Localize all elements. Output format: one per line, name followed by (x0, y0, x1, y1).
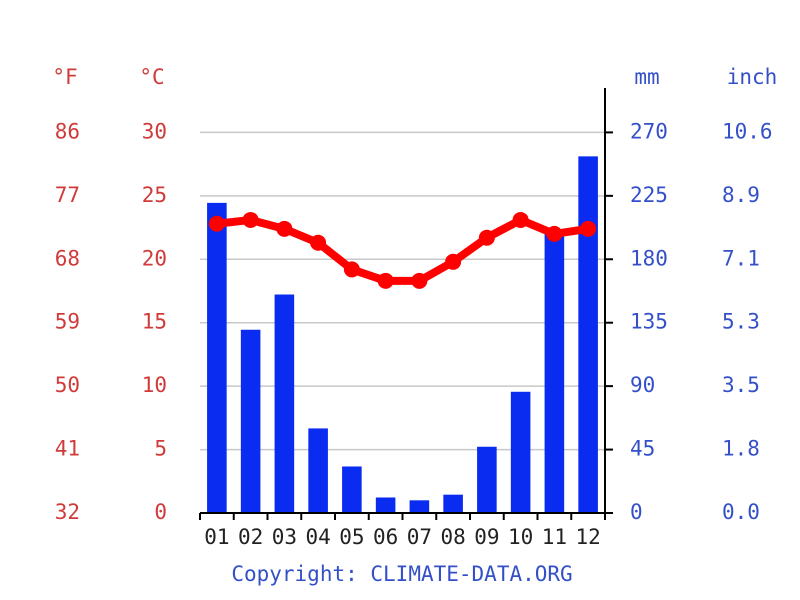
x-tick-label: 06 (373, 525, 398, 549)
y2-tick-label: 270 (630, 119, 668, 143)
line-point (377, 272, 394, 289)
x-tick-label: 10 (508, 525, 533, 549)
y2-alt-tick-label: 5.3 (722, 310, 760, 334)
y-tick-label: 10 (142, 373, 167, 397)
y-unit-alt: °F (52, 65, 77, 89)
y2-unit: mm (634, 65, 659, 89)
y-alt-tick-label: 59 (55, 310, 80, 334)
line-point (242, 211, 259, 228)
line-point (276, 220, 293, 237)
bar (409, 500, 430, 513)
line-point (343, 261, 360, 278)
x-tick-label: 05 (339, 525, 364, 549)
y2-alt-tick-label: 7.1 (722, 246, 760, 270)
line-point (580, 220, 597, 237)
y2-tick-label: 0 (630, 500, 643, 524)
y2-alt-tick-label: 10.6 (722, 119, 773, 143)
bar (240, 329, 261, 513)
x-tick-label: 12 (575, 525, 600, 549)
line (216, 215, 589, 285)
y2-alt-tick-label: 3.5 (722, 373, 760, 397)
x-tick-label: 03 (272, 525, 297, 549)
y-alt-tick-label: 50 (55, 373, 80, 397)
y2-tick-label: 45 (630, 437, 655, 461)
bar (443, 494, 463, 513)
bar (578, 156, 598, 513)
y2-unit-alt: inch (727, 65, 778, 89)
line-point (546, 225, 563, 242)
y2-tick-label: 135 (630, 310, 668, 334)
y2-alt-tick-label: 8.9 (722, 183, 760, 207)
y-alt-tick-label: 32 (55, 500, 80, 524)
bar (274, 294, 295, 513)
y-tick-label: 0 (154, 500, 167, 524)
bar (308, 428, 328, 513)
line-point (445, 253, 462, 270)
y-alt-tick-label: 86 (55, 119, 80, 143)
bar (342, 466, 362, 513)
x-tick-label: 11 (542, 525, 567, 549)
y-alt-tick-label: 77 (55, 183, 80, 207)
y-unit: °C (139, 65, 164, 89)
x-tick-label: 09 (474, 525, 499, 549)
y-tick-label: 5 (154, 437, 167, 461)
y-alt-tick-label: 41 (55, 437, 80, 461)
bar (544, 231, 565, 513)
bar (510, 391, 531, 513)
x-tick-label: 01 (204, 525, 229, 549)
y-alt-tick-label: 68 (55, 246, 80, 270)
y2-tick-label: 225 (630, 183, 668, 207)
line-point (208, 215, 225, 232)
line-point (512, 211, 529, 228)
bar (207, 202, 227, 513)
bar (375, 497, 396, 513)
y2-alt-tick-label: 0.0 (722, 500, 760, 524)
y2-tick-label: 180 (630, 246, 668, 270)
y2-alt-tick-label: 1.8 (722, 437, 760, 461)
bar (477, 446, 497, 513)
x-tick-label: 02 (238, 525, 263, 549)
x-tick-label: 07 (407, 525, 432, 549)
y-tick-label: 20 (142, 246, 167, 270)
y2-tick-label: 90 (630, 373, 655, 397)
x-tick-label: 04 (305, 525, 330, 549)
y-tick-label: 15 (142, 310, 167, 334)
line-point (411, 272, 428, 289)
copyright: Copyright: CLIMATE-DATA.ORG (231, 562, 572, 586)
y-tick-label: 25 (142, 183, 167, 207)
line-point (310, 234, 327, 251)
x-tick-label: 08 (440, 525, 465, 549)
line-point (478, 229, 495, 246)
y-tick-label: 30 (142, 119, 167, 143)
